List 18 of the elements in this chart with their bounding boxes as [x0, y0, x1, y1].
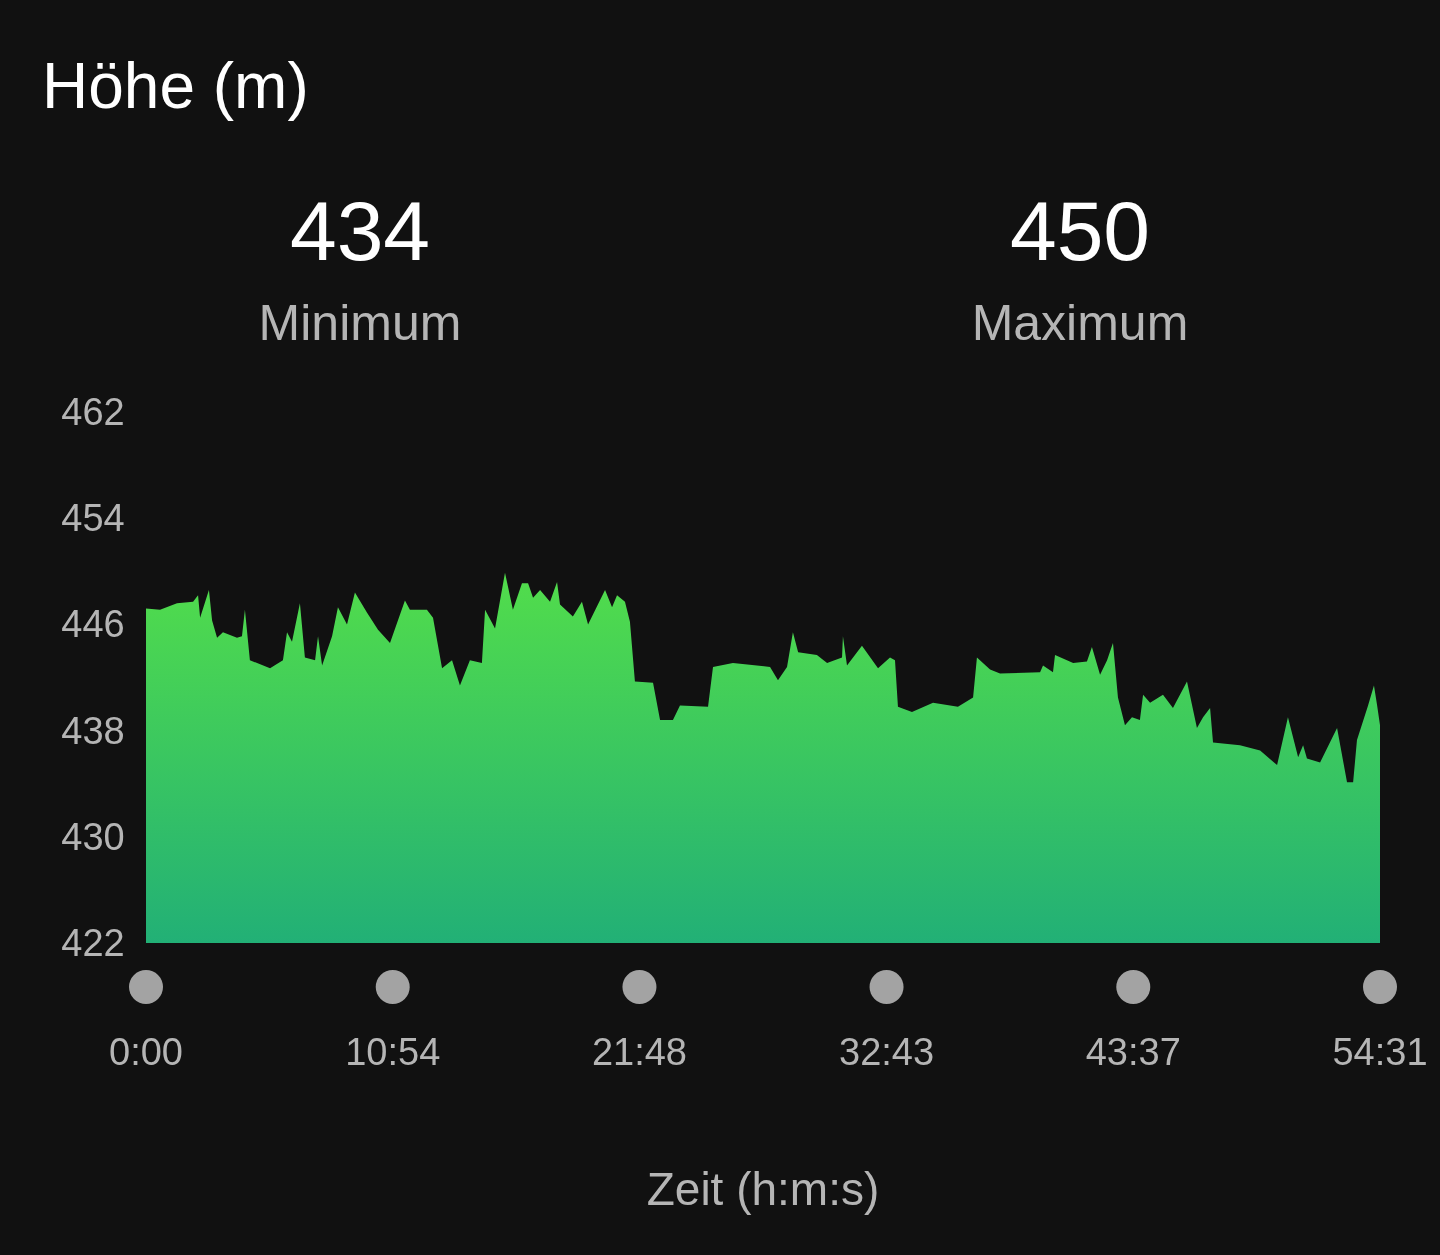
x-tick-label: 21:48: [591, 1031, 687, 1073]
y-tick-label: 430: [61, 815, 125, 858]
y-tick-label: 462: [61, 391, 125, 433]
text: Minimum: [258, 295, 462, 351]
y-tick-label: 454: [61, 497, 125, 540]
y-tick-label: 422: [61, 922, 125, 964]
x-tick-label: 10:54: [345, 1031, 441, 1073]
y-tick-label: 438: [61, 709, 125, 752]
x-tick-label: 0:00: [109, 1031, 183, 1073]
x-axis-title: Zeit (h:m:s): [646, 1163, 880, 1215]
chart-title: Höhe (m): [42, 50, 309, 122]
text: 450: [1009, 184, 1151, 278]
x-tick-label: 43:37: [1085, 1031, 1181, 1073]
x-tick-label: 32:43: [839, 1031, 935, 1073]
text: 434: [289, 184, 431, 278]
x-tick-label: 54:31: [1332, 1031, 1428, 1073]
text: Maximum: [971, 295, 1189, 351]
y-tick-label: 446: [61, 603, 125, 646]
